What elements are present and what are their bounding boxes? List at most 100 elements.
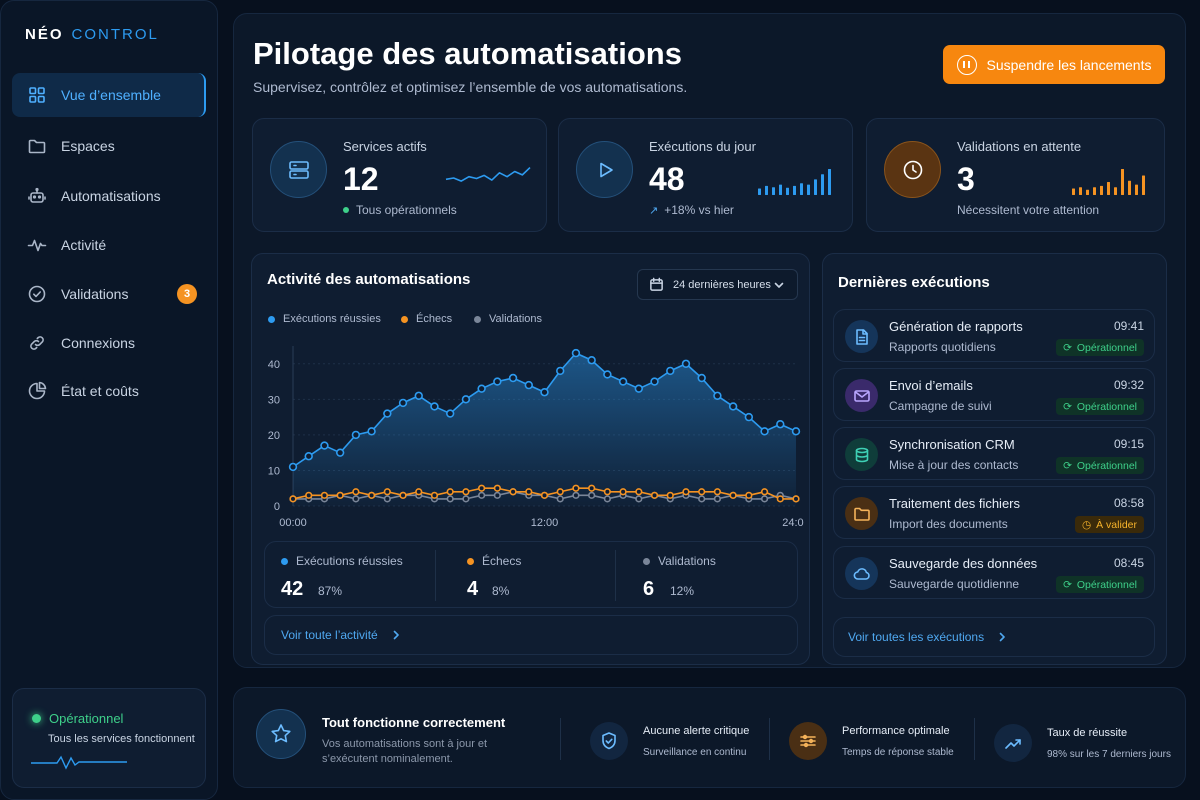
mini-bar <box>1107 182 1110 195</box>
system-status-title: Opérationnel <box>49 711 124 726</box>
play-icon <box>576 141 633 198</box>
sidebar-item-validations[interactable]: Validations 3 <box>12 272 206 316</box>
data-point <box>572 491 580 499</box>
sidebar-item-label: Activité <box>61 237 107 253</box>
data-point <box>603 370 612 379</box>
y-tick-label: 20 <box>268 430 280 442</box>
health-title: Tout fonctionne correctement <box>322 715 506 730</box>
stat-subtext: Tous opérationnels <box>356 203 457 217</box>
arrow-up-right-icon: ↗ <box>649 204 659 217</box>
data-point <box>619 488 627 496</box>
run-item[interactable]: Traitement des fichiers Import des docum… <box>833 486 1155 539</box>
brand-logo[interactable]: NÉO CONTROL <box>25 26 159 43</box>
calendar-icon <box>650 277 663 291</box>
data-point <box>571 348 581 358</box>
sidebar-item-label: Espaces <box>61 138 115 154</box>
brand-name-suffix: CONTROL <box>71 26 159 43</box>
data-point <box>744 412 754 422</box>
mini-bar <box>1093 187 1096 195</box>
total-failures: Échecs 4 8% <box>451 542 629 609</box>
divider <box>560 718 561 760</box>
data-point <box>618 377 628 386</box>
data-point <box>399 491 407 499</box>
mini-bar <box>1135 184 1138 195</box>
sidebar-item-costs[interactable]: État et coûts <box>12 369 206 413</box>
refresh-icon: ⟳ <box>1063 578 1072 591</box>
run-time: 08:58 <box>1113 496 1144 510</box>
data-point <box>540 491 549 499</box>
suspend-launches-button[interactable]: Suspendre les lancements <box>943 45 1165 84</box>
sidebar <box>0 0 218 800</box>
activity-chart-title: Activité des automatisations <box>267 271 471 288</box>
run-item[interactable]: Génération de rapports Rapports quotidie… <box>833 309 1155 362</box>
data-point <box>446 488 454 496</box>
run-item[interactable]: Sauvegarde des données Sauvegarde quotid… <box>833 546 1155 599</box>
data-point <box>587 356 596 365</box>
status-badge-label: Opérationnel <box>1076 341 1137 354</box>
stat-value: 12 <box>343 161 379 197</box>
sparkline-path <box>445 167 531 182</box>
data-point <box>666 366 675 376</box>
data-point <box>304 452 313 461</box>
health-item-subtitle: 98% sur les 7 derniers jours <box>1047 748 1171 760</box>
sidebar-item-overview[interactable]: Vue d’ensemble <box>12 73 206 117</box>
data-point <box>635 488 643 496</box>
pulse-icon <box>27 239 47 252</box>
status-badge-label: À valider <box>1096 518 1137 531</box>
data-point <box>415 488 423 496</box>
data-point <box>666 491 674 499</box>
stat-card-daily-runs[interactable]: Exécutions du jour 48 ↗ +18% vs hier <box>558 118 853 232</box>
stat-label: Exécutions du jour <box>649 139 756 154</box>
data-point <box>760 427 769 436</box>
sidebar-item-label: Connexions <box>61 335 135 351</box>
data-point <box>430 402 439 411</box>
data-point <box>572 484 580 492</box>
time-range-select[interactable]: 24 dernières heures <box>637 269 798 300</box>
data-point <box>760 495 769 503</box>
sidebar-item-connections[interactable]: Connexions <box>12 321 206 365</box>
run-name: Synchronisation CRM <box>889 437 1015 452</box>
run-item[interactable]: Synchronisation CRM Mise à jour des cont… <box>833 427 1155 480</box>
data-point <box>352 495 360 503</box>
legend-dot-icon <box>643 557 650 565</box>
mini-bar <box>814 179 817 195</box>
total-value: 4 <box>467 578 479 600</box>
stat-label: Services actifs <box>343 139 427 154</box>
total-value: 6 <box>643 578 655 600</box>
mini-bar <box>779 184 782 195</box>
legend-label: Validations <box>489 313 542 325</box>
health-item-title: Aucune alerte critique <box>643 724 750 737</box>
validations-bar-chart <box>1072 169 1145 195</box>
data-point <box>430 491 439 499</box>
stat-card-active-services[interactable]: Services actifs 12 Tous opérationnels <box>252 118 547 232</box>
stat-card-pending-validations[interactable]: Validations en attente 3 Nécessitent vot… <box>866 118 1165 232</box>
status-badge: ⟳ Opérationnel <box>1056 457 1144 474</box>
server-icon <box>270 141 327 198</box>
pie-chart-icon <box>28 381 47 400</box>
validations-count-badge: 3 <box>177 284 197 304</box>
y-tick-label: 0 <box>274 501 280 513</box>
mini-bar <box>1100 185 1103 195</box>
activity-line-chart[interactable]: 0 10 20 30 40 00:00 12:00 24:00 <box>264 338 804 534</box>
run-item[interactable]: Envoi d’emails Campagne de suivi 09:32 ⟳… <box>833 368 1155 421</box>
sidebar-item-spaces[interactable]: Espaces <box>12 124 206 168</box>
sidebar-item-activity[interactable]: Activité <box>12 223 206 267</box>
data-point <box>556 495 564 503</box>
data-point <box>508 373 518 383</box>
data-point <box>305 491 313 499</box>
stat-label: Validations en attente <box>957 139 1082 154</box>
legend-item-validations: Validations <box>474 313 542 325</box>
mini-bar <box>758 188 761 195</box>
data-point <box>603 488 611 496</box>
x-tick-label: 24:00 <box>782 517 804 529</box>
see-all-activity-link[interactable]: Voir toute l’activité <box>264 615 798 655</box>
data-point <box>728 402 738 411</box>
grid-icon <box>29 87 45 103</box>
clock-icon <box>884 141 941 198</box>
data-point <box>414 391 423 400</box>
folder-icon <box>28 139 46 154</box>
mini-bar <box>800 183 803 195</box>
data-point <box>540 388 549 397</box>
see-all-runs-link[interactable]: Voir toutes les exécutions <box>833 617 1155 657</box>
sidebar-item-automations[interactable]: Automatisations <box>12 174 206 218</box>
